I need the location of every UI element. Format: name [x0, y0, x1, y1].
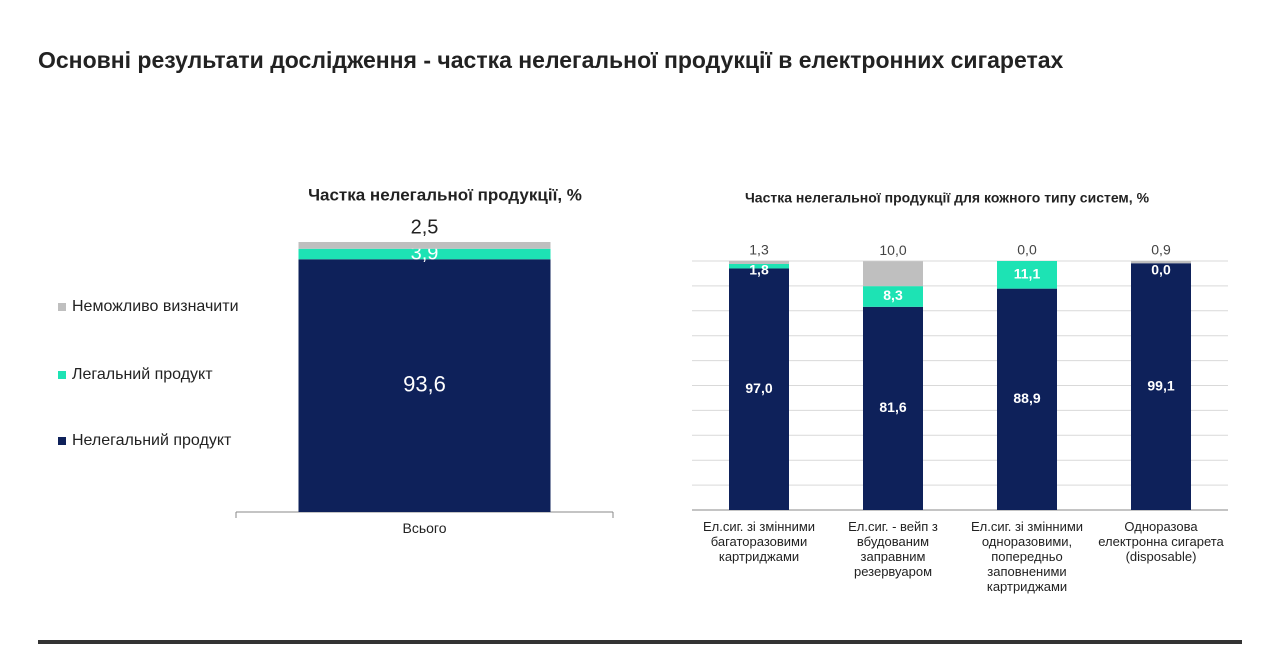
data-label: 11,1 [1014, 266, 1041, 282]
bar-segment [298, 248, 551, 260]
data-label: 2,5 [411, 216, 439, 238]
data-label: 0,0 [1151, 262, 1171, 278]
page-title: Основні результати дослідження - частка … [38, 47, 1064, 73]
legend-label: Неможливо визначити [72, 298, 239, 315]
bar-segment [997, 261, 1057, 289]
bar-segment [729, 263, 789, 269]
data-label: 1,3 [749, 241, 769, 257]
x-tick-label: Ел.сиг. - вейп з вбудованим заправним ре… [848, 519, 938, 579]
data-label: 1,8 [749, 262, 769, 278]
bar-segment [863, 306, 923, 510]
chart-title: Частка нелегальної продукції для кожного… [745, 190, 1150, 206]
data-label: 97,0 [745, 380, 772, 396]
legend-label: Нелегальний продукт [72, 432, 232, 449]
legend-swatch [58, 437, 66, 445]
bar-segment [997, 288, 1057, 510]
data-label: 93,6 [403, 371, 446, 396]
legend-label: Легальний продукт [72, 366, 213, 383]
x-tick-label: Всього [402, 520, 447, 536]
bar-segment [1131, 261, 1191, 264]
x-tick-label: Одноразова електронна сигарета (disposab… [1098, 519, 1224, 564]
bar-segment [863, 261, 923, 287]
bar-segment [298, 242, 551, 249]
x-tick-label: Ел.сиг. зі змінними одноразовими, попере… [970, 519, 1084, 594]
bar-segment [729, 268, 789, 510]
data-label: 10,0 [879, 242, 906, 258]
legend-swatch [58, 303, 66, 311]
bar-segment [863, 286, 923, 307]
bar-segment [1131, 263, 1191, 510]
bar-segment [298, 259, 551, 512]
x-tick-label: Ел.сиг. зі змінними багаторазовими картр… [702, 519, 816, 564]
data-label: 0,9 [1151, 242, 1171, 258]
data-label: 88,9 [1013, 390, 1040, 406]
data-label: 8,3 [883, 287, 903, 303]
legend-swatch [58, 371, 66, 379]
chart-title: Частка нелегальної продукції, % [308, 185, 582, 204]
bar-segment [729, 260, 789, 264]
data-label: 0,0 [1017, 242, 1037, 258]
data-label: 81,6 [879, 399, 906, 415]
data-label: 99,1 [1147, 377, 1174, 393]
